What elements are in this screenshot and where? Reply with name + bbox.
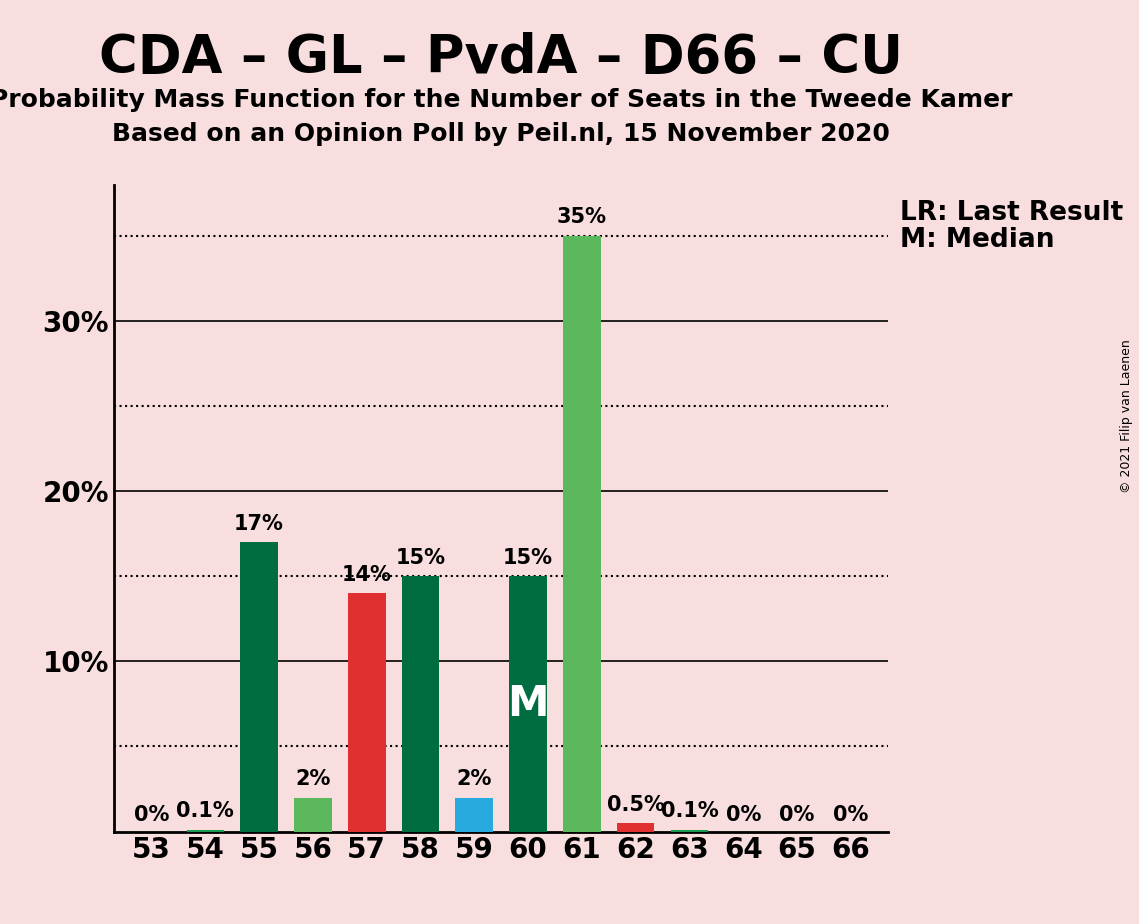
Bar <box>617 823 655 832</box>
Bar <box>240 542 278 832</box>
Text: 0%: 0% <box>726 805 761 825</box>
Text: 15%: 15% <box>503 548 554 567</box>
Text: 17%: 17% <box>235 514 284 534</box>
Bar <box>563 236 600 832</box>
Text: Based on an Opinion Poll by Peil.nl, 15 November 2020: Based on an Opinion Poll by Peil.nl, 15 … <box>113 122 890 146</box>
Text: M: M <box>507 683 549 725</box>
Text: 0.1%: 0.1% <box>177 801 235 821</box>
Text: 14%: 14% <box>342 565 392 585</box>
Text: CDA – GL – PvdA – D66 – CU: CDA – GL – PvdA – D66 – CU <box>99 32 903 84</box>
Bar <box>294 797 331 832</box>
Text: 15%: 15% <box>395 548 445 567</box>
Text: LR: Last Result: LR: Last Result <box>900 200 1123 225</box>
Text: 0.1%: 0.1% <box>661 801 719 821</box>
Text: 0%: 0% <box>833 805 868 825</box>
Text: 2%: 2% <box>295 769 330 789</box>
Text: 0%: 0% <box>779 805 814 825</box>
Bar <box>456 797 493 832</box>
Text: 2%: 2% <box>457 769 492 789</box>
Bar <box>671 830 708 832</box>
Bar <box>509 577 547 832</box>
Bar <box>347 593 385 832</box>
Bar <box>187 830 224 832</box>
Text: M: Median: M: Median <box>900 227 1055 253</box>
Text: 0%: 0% <box>134 805 170 825</box>
Text: 0.5%: 0.5% <box>607 795 664 815</box>
Text: © 2021 Filip van Laenen: © 2021 Filip van Laenen <box>1121 339 1133 492</box>
Text: Probability Mass Function for the Number of Seats in the Tweede Kamer: Probability Mass Function for the Number… <box>0 88 1013 112</box>
Bar <box>402 577 440 832</box>
Text: 35%: 35% <box>557 207 607 227</box>
